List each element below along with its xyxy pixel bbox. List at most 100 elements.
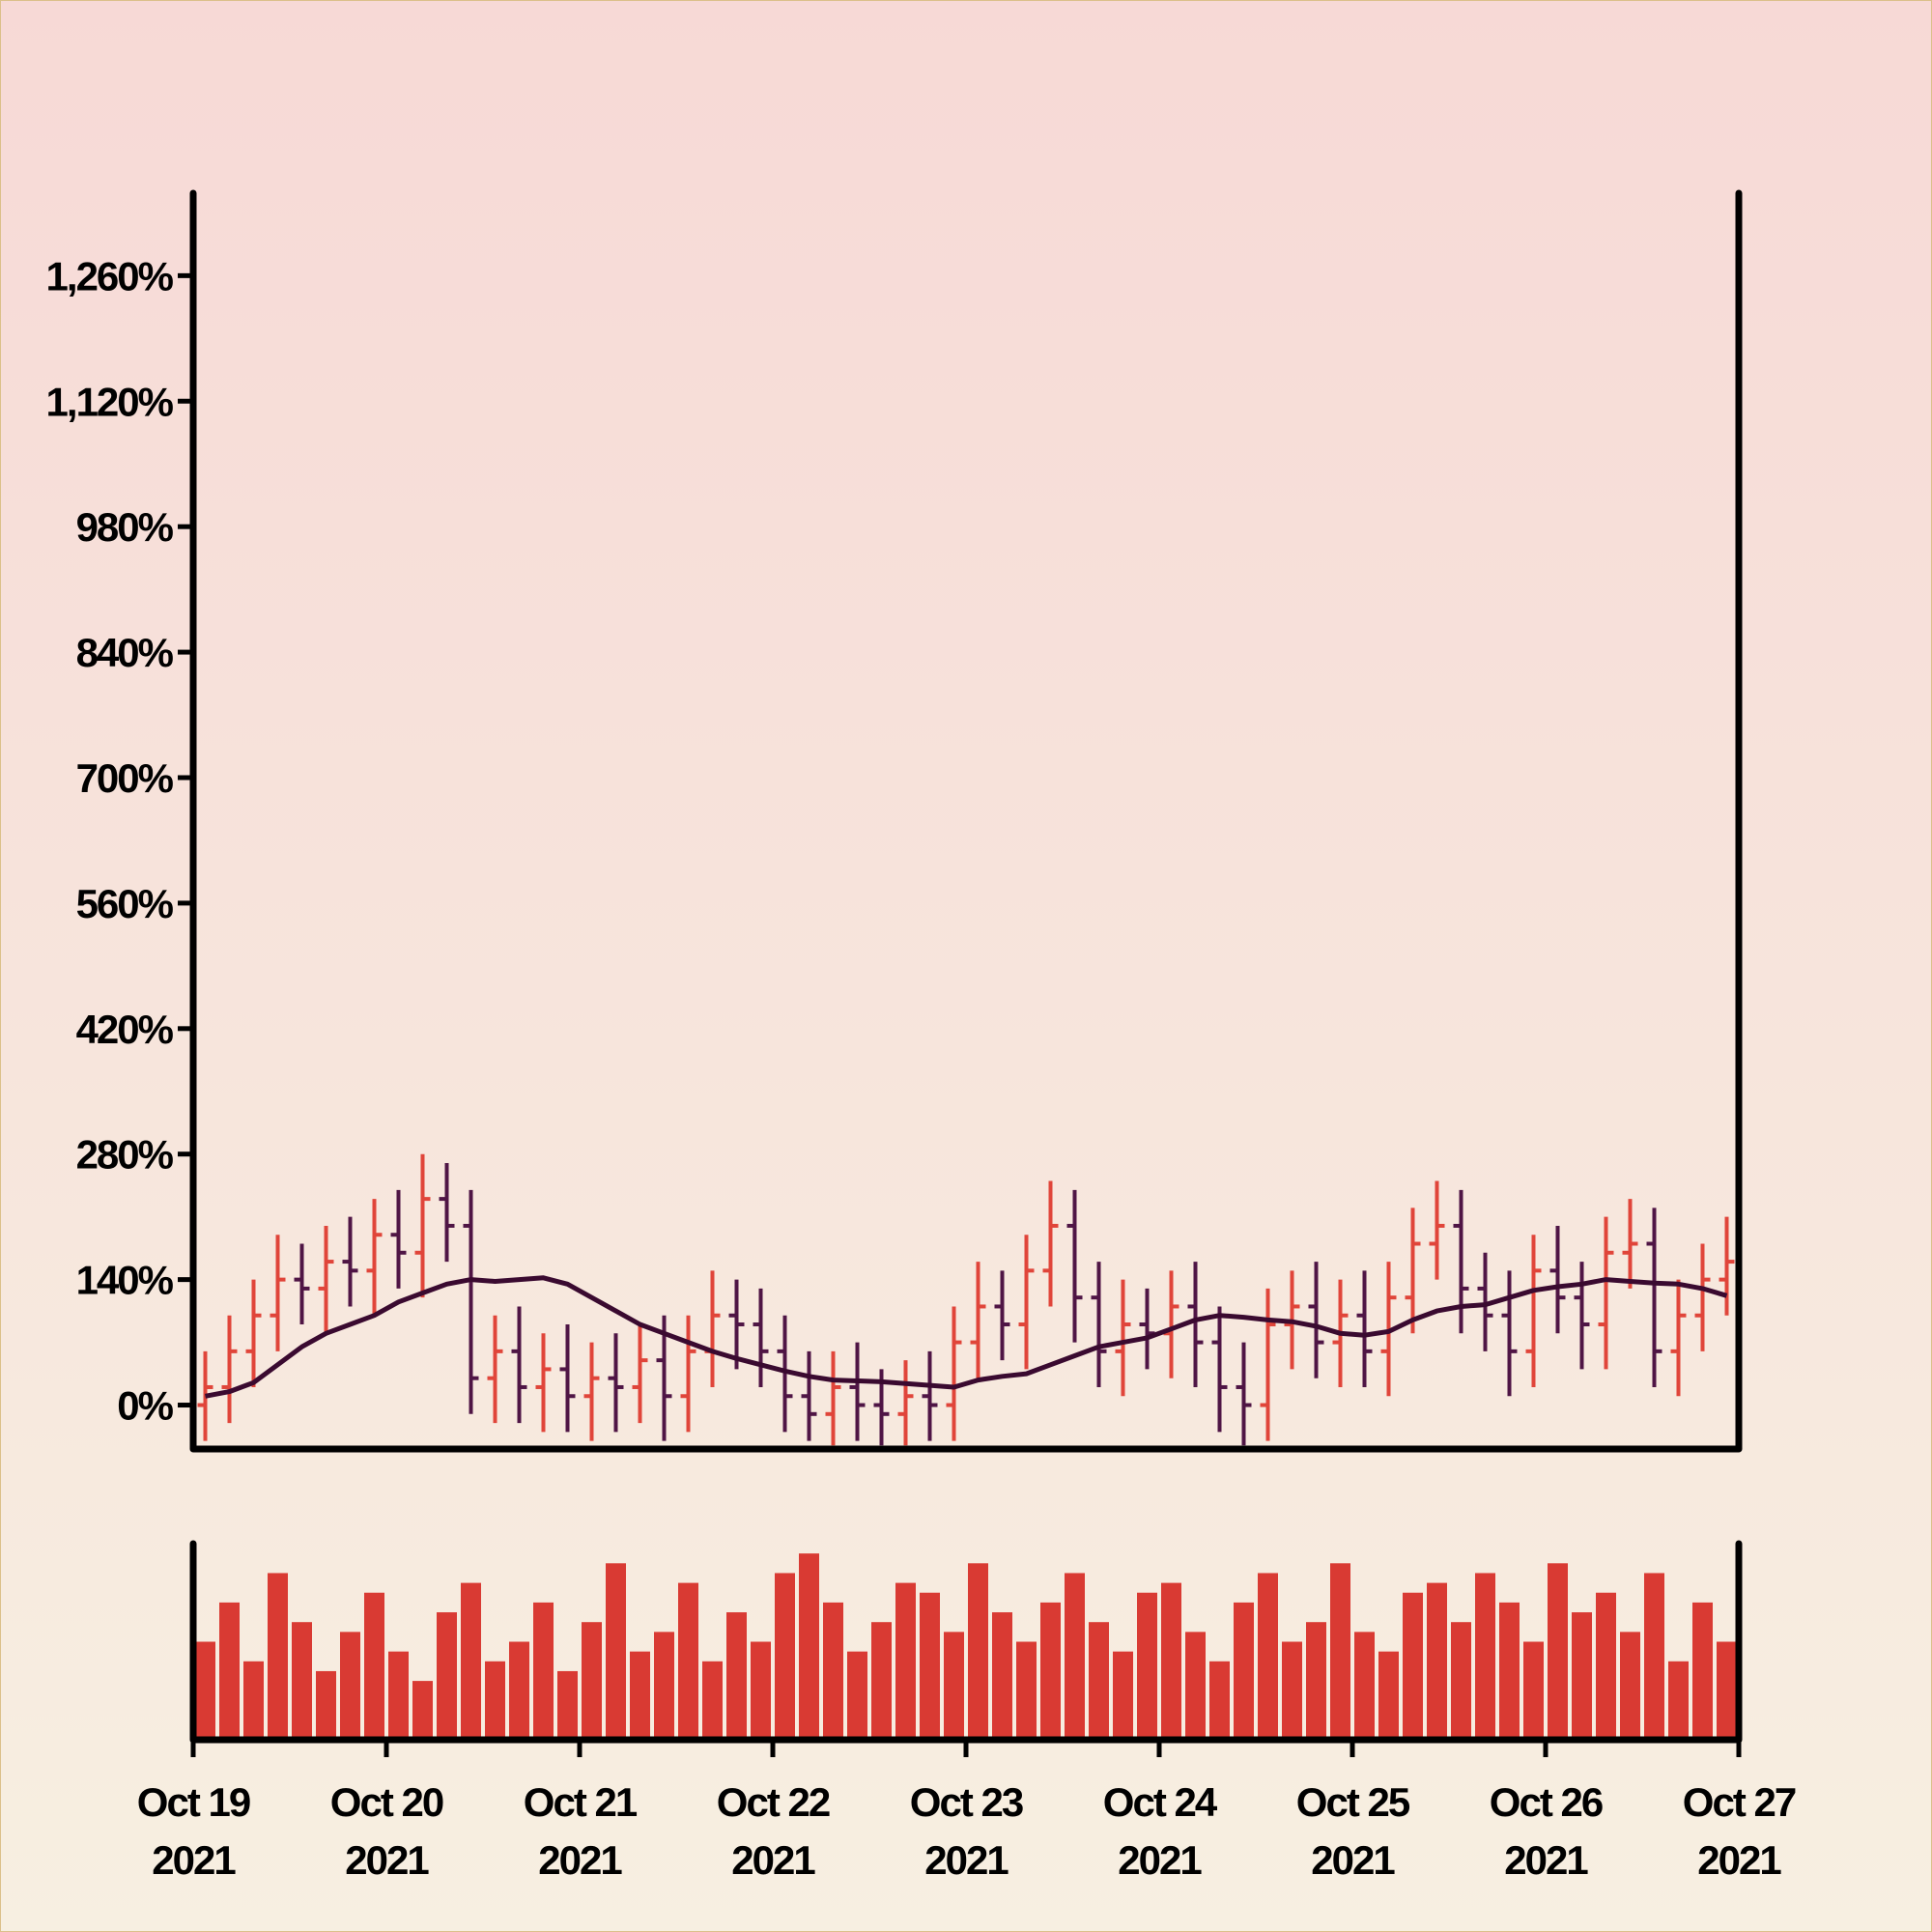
volume-bar	[533, 1602, 554, 1740]
volume-bar	[1523, 1641, 1544, 1740]
ohlc-bar	[1694, 1243, 1711, 1351]
price-frame	[189, 189, 1743, 1453]
x-tick-label: Oct 25	[1296, 1779, 1410, 1825]
ohlc-bar	[1236, 1342, 1252, 1446]
volume-bar	[340, 1632, 360, 1740]
ohlc-bar	[777, 1315, 793, 1433]
y-tick-label: 560%	[76, 881, 174, 926]
x-tick-label: 2021	[731, 1837, 815, 1883]
volume-bar	[968, 1563, 988, 1740]
volume-bar	[702, 1661, 723, 1740]
volume-bar	[461, 1582, 481, 1740]
volume-bar	[678, 1582, 698, 1740]
ohlc-bar	[801, 1350, 817, 1441]
volume-bar	[1137, 1592, 1157, 1740]
volume-bar	[992, 1612, 1012, 1740]
ohlc-bar	[1018, 1235, 1035, 1370]
volume-bar	[823, 1602, 843, 1740]
ohlc-bar	[1719, 1216, 1735, 1316]
volume-bar	[557, 1670, 578, 1740]
ohlc-bar	[439, 1162, 455, 1263]
x-tick-label: Oct 24	[1103, 1779, 1218, 1825]
ohlc-bar	[753, 1288, 769, 1387]
ohlc-bar	[270, 1235, 286, 1351]
volume-bar	[1185, 1632, 1206, 1740]
ohlc-bar	[1066, 1189, 1083, 1343]
ohlc-bar	[922, 1350, 938, 1441]
volume-bar	[1644, 1573, 1664, 1740]
volume-bar	[219, 1602, 240, 1740]
ohlc-bar	[656, 1315, 672, 1441]
volume-bar	[1354, 1632, 1375, 1740]
ohlc-bar	[1308, 1262, 1324, 1378]
ohlc-bar	[390, 1189, 407, 1289]
volume-bar	[1717, 1641, 1737, 1740]
volume-bar	[292, 1622, 312, 1740]
volume-bar	[1596, 1592, 1616, 1740]
ohlc-bar	[1549, 1225, 1566, 1334]
ohlc-bar	[1429, 1180, 1445, 1280]
ohlc-bar	[970, 1262, 986, 1378]
frame	[189, 189, 1743, 1744]
x-tick-label: Oct 20	[330, 1779, 443, 1825]
ohlc-bar	[994, 1270, 1010, 1361]
volume-panel: Oct 19 2021 Oct 20 2021 Oct 21 2021 Oct 22 2021…	[137, 1553, 1798, 1883]
x-tick-label: 2021	[1118, 1837, 1202, 1883]
ohlc-bar	[897, 1360, 914, 1446]
ohlc-bar	[946, 1306, 962, 1441]
ohlc-bar	[1646, 1208, 1662, 1387]
volume-bar	[1040, 1602, 1061, 1740]
volume-bar	[630, 1651, 650, 1740]
y-tick-label: 980%	[76, 504, 174, 550]
volume-bar	[1548, 1563, 1568, 1740]
volume-bar	[364, 1592, 384, 1740]
ohlc-bar	[1574, 1262, 1590, 1370]
y-tick-label: 280%	[76, 1132, 174, 1178]
volume-bar	[920, 1592, 940, 1740]
volume-bar	[1620, 1632, 1640, 1740]
ohlc-bar	[1211, 1306, 1228, 1433]
volume-bar	[1113, 1651, 1133, 1740]
x-tick-label: Oct 23	[910, 1779, 1023, 1825]
y-tick-label: 700%	[76, 755, 174, 801]
ohlc-bar	[487, 1315, 503, 1424]
volume-bar	[1403, 1592, 1423, 1740]
y-tick-label: 420%	[76, 1007, 174, 1052]
x-tick-label: 2021	[345, 1837, 429, 1883]
volume-bar	[1475, 1573, 1495, 1740]
moving-average-line	[205, 1275, 1728, 1399]
volume-bar	[1161, 1582, 1181, 1740]
volume-bar	[437, 1612, 457, 1740]
volume-bar	[1065, 1573, 1085, 1740]
ohlc-bar	[342, 1216, 358, 1307]
volume-bar	[509, 1641, 529, 1740]
ohlc-bar	[1453, 1189, 1469, 1334]
ohlc-bar	[221, 1315, 238, 1424]
volume-bar	[944, 1632, 964, 1740]
price-panel: 0% 140% 280% 420% 560% 700% 840% 980% 1,120% 1,26…	[46, 253, 1735, 1446]
volume-bar	[1451, 1622, 1471, 1740]
ohlc-bar	[583, 1342, 600, 1441]
ohlc-bar	[1260, 1288, 1276, 1441]
ohlc-bar	[1501, 1270, 1518, 1397]
y-tick-label: 1,120%	[46, 379, 174, 424]
ohlc-bar	[849, 1342, 866, 1441]
ohlc-bar	[318, 1225, 334, 1334]
ohlc-bar	[608, 1333, 624, 1433]
volume-bar	[847, 1651, 867, 1740]
volume-bar	[895, 1582, 916, 1740]
volume-bar	[1572, 1612, 1592, 1740]
x-tick-label: 2021	[1504, 1837, 1588, 1883]
ohlc-bar	[245, 1279, 262, 1387]
volume-bar	[582, 1622, 602, 1740]
ohlc-bar	[1091, 1262, 1107, 1387]
ohlc-bar	[1405, 1208, 1421, 1334]
volume-frame	[189, 1540, 1743, 1744]
volume-bar	[799, 1553, 819, 1740]
volume-bar	[1692, 1602, 1713, 1740]
volume-bar	[1427, 1582, 1447, 1740]
volume-bar	[606, 1563, 626, 1740]
x-tick-label: 2021	[1697, 1837, 1781, 1883]
volume-bar	[268, 1573, 288, 1740]
